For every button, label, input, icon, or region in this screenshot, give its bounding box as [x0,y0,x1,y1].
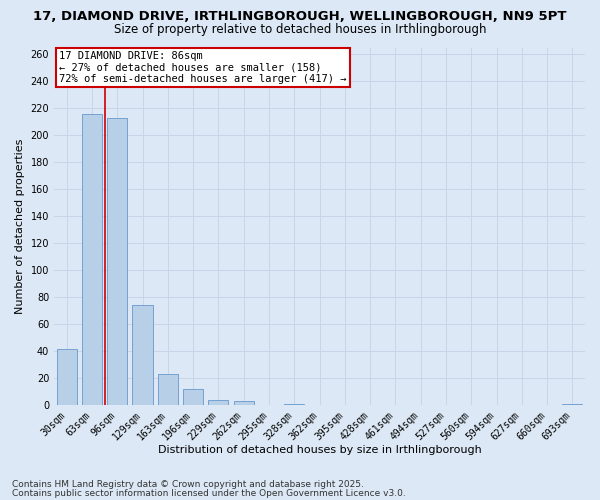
Bar [233,402,254,406]
Bar [208,400,229,406]
Y-axis label: Number of detached properties: Number of detached properties [15,138,25,314]
X-axis label: Distribution of detached houses by size in Irthlingborough: Distribution of detached houses by size … [158,445,481,455]
Bar [133,306,152,406]
Text: Contains HM Land Registry data © Crown copyright and database right 2025.: Contains HM Land Registry data © Crown c… [12,480,364,489]
Bar [158,374,178,406]
Text: Size of property relative to detached houses in Irthlingborough: Size of property relative to detached ho… [114,22,486,36]
Bar [183,389,203,406]
Bar [284,404,304,406]
Bar [562,404,583,406]
Text: 17, DIAMOND DRIVE, IRTHLINGBOROUGH, WELLINGBOROUGH, NN9 5PT: 17, DIAMOND DRIVE, IRTHLINGBOROUGH, WELL… [33,10,567,23]
Text: Contains public sector information licensed under the Open Government Licence v3: Contains public sector information licen… [12,488,406,498]
Bar [107,118,127,406]
Bar [82,114,102,406]
Bar [56,348,77,406]
Text: 17 DIAMOND DRIVE: 86sqm
← 27% of detached houses are smaller (158)
72% of semi-d: 17 DIAMOND DRIVE: 86sqm ← 27% of detache… [59,51,347,84]
